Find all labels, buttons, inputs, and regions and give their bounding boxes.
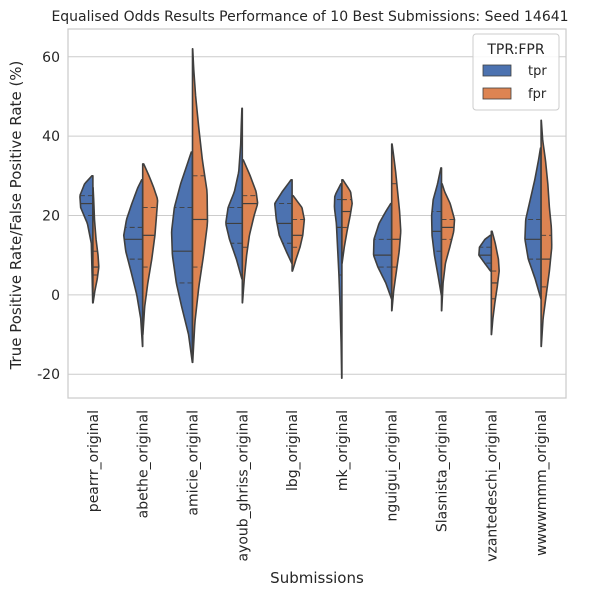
violins [79,48,553,379]
violin-body-tpr [225,107,244,280]
violin-fpr-ayoub_ghriss_original [241,159,259,304]
violin-body-tpr [333,182,343,379]
x-tick-label: lbg_original [285,410,301,491]
violin-body-fpr [141,163,159,336]
violin-tpr-mk_original [333,182,343,379]
y-axis-label: True Positive Rate/False Positive Rate (… [7,61,25,371]
violin-body-tpr [274,178,293,264]
violin-body-fpr [92,186,100,304]
x-tick-label: ayoub_ghriss_original [235,410,251,562]
violin-tpr-ayoub_ghriss_original [225,107,244,280]
plot-frame [67,28,567,399]
x-tick-labels: pearrr_original abethe_original amicie_ori… [86,410,550,562]
violin-body-fpr [440,182,456,312]
x-tick-label: nguigui_original [385,410,401,522]
violin-tpr-nguigui_original [372,202,393,300]
violin-body-tpr [478,234,493,272]
violin-tpr-abethe_original [122,178,144,348]
violin-fpr-lbg_original [291,194,306,272]
x-tick-label: vzantedeschi_original [484,410,500,562]
violin-fpr-amicie_original [191,48,209,364]
chart-title: Equalised Odds Results Performance of 10… [51,9,568,25]
violin-body-fpr [291,194,306,272]
x-tick-label: pearrr_original [86,410,102,512]
y-tick-label: 60 [42,50,60,66]
violin-fpr-pearrr_original [92,186,100,304]
x-tick-label: mk_original [335,410,351,491]
violin-tpr-lbg_original [274,178,293,264]
legend-swatch-fpr [482,87,512,100]
violin-body-fpr [390,143,402,312]
violin-tpr-wwwwmmm_original [524,147,542,300]
violin-fpr-vzantedeschi_original [490,230,500,336]
legend-swatch-tpr [482,64,512,77]
violin-body-tpr [372,202,393,300]
y-tick-label: 0 [51,288,60,304]
violin-body-fpr [341,178,353,264]
violin-tpr-vzantedeschi_original [478,234,493,272]
x-tick-label: wwwwmmm_original [534,410,550,556]
legend-title: TPR:FPR [486,42,545,58]
x-axis-label: Submissions [270,569,364,587]
legend-label-tpr: tpr [528,64,547,79]
violin-fpr-nguigui_original [390,143,402,312]
x-tick-label: abethe_original [136,410,152,518]
violin-fpr-mk_original [341,178,353,264]
violin-fpr-Slasnista_original [440,182,456,312]
violin-tpr-Slasnista_original [430,167,443,296]
y-tick-label: -20 [37,367,60,383]
violin-body-tpr [170,151,194,364]
violin-body-fpr [191,48,209,364]
violin-body-tpr [122,178,144,348]
y-tick-labels: -20 0 20 40 60 [37,50,60,383]
violin-body-tpr [524,147,542,300]
x-tick-label: amicie_original [186,410,202,516]
y-tick-label: 20 [42,208,60,224]
violin-tpr-amicie_original [170,151,194,364]
violin-fpr-abethe_original [141,163,159,336]
violin-fpr-wwwwmmm_original [540,119,553,348]
x-tick-label: Slasnista_original [435,410,451,532]
violin-body-fpr [540,119,553,348]
legend: TPR:FPR tpr fpr [472,33,560,111]
legend-label-fpr: fpr [528,87,547,102]
y-tick-label: 40 [42,129,60,145]
